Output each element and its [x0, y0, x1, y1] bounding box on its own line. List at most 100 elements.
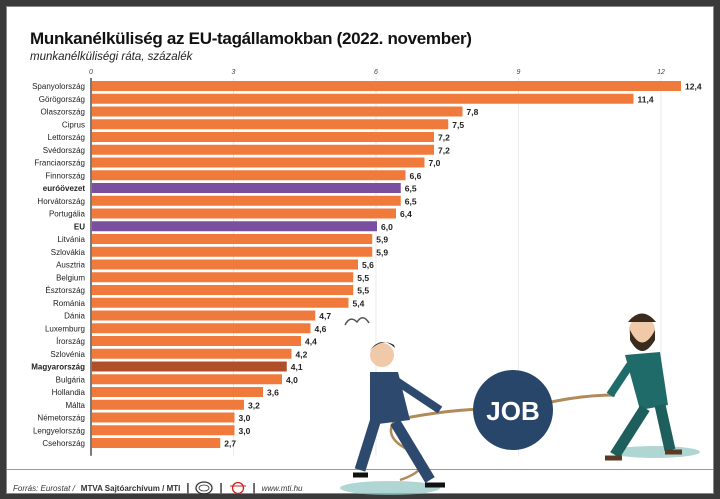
- footer-credit: MTVA Sajtóarchívum / MTI: [80, 483, 181, 493]
- category-label: Málta: [65, 401, 85, 410]
- footer-separator: |: [219, 482, 223, 494]
- data-label: 5,4: [353, 298, 365, 308]
- data-label: 2,7: [224, 439, 236, 449]
- bar: [92, 323, 311, 334]
- data-label: 11,4: [638, 94, 654, 104]
- bar: [92, 132, 434, 142]
- data-label: 4,7: [319, 311, 331, 321]
- bar: [92, 106, 463, 117]
- footer: Forrás: Eurostat / MTVA Sajtóarchívum / …: [13, 481, 303, 495]
- data-label: 6,5: [405, 184, 417, 194]
- mti-logo-icon: [229, 481, 246, 495]
- x-tick-label: 3: [232, 69, 236, 76]
- shadow-left: [340, 481, 440, 495]
- category-label: Litvánia: [57, 235, 85, 244]
- category-label: Magyarország: [31, 363, 85, 372]
- data-label: 7,2: [438, 133, 450, 143]
- data-label: 5,5: [357, 273, 369, 283]
- bar: [92, 170, 406, 181]
- category-label: Szlovákia: [51, 248, 86, 257]
- job-label: JOB: [486, 396, 539, 426]
- footer-url: www.mti.hu: [261, 483, 303, 493]
- x-tick-label: 6: [374, 69, 378, 76]
- category-label: Románia: [53, 299, 86, 308]
- data-label: 4,6: [315, 324, 327, 334]
- bar: [92, 246, 373, 257]
- category-label: Franciaország: [34, 159, 85, 168]
- category-label: Németország: [37, 414, 85, 423]
- data-label: 3,2: [248, 400, 260, 410]
- category-label: Görögország: [39, 95, 85, 104]
- data-label: 7,0: [429, 158, 441, 168]
- category-label: Svédország: [43, 146, 85, 155]
- category-label: Finnország: [45, 171, 85, 180]
- data-label: 7,8: [467, 107, 479, 117]
- bar: [92, 208, 396, 219]
- data-label: 6,0: [381, 222, 393, 232]
- data-label: 6,4: [400, 209, 412, 219]
- category-label: Dánia: [64, 312, 85, 321]
- bar: [92, 336, 301, 346]
- category-label: Ausztria: [56, 261, 85, 270]
- category-label: Portugália: [49, 210, 86, 219]
- worried-man-figure: [344, 317, 445, 488]
- data-label: 7,2: [438, 145, 450, 155]
- category-label: Olaszország: [41, 108, 85, 117]
- bearded-man-figure: [605, 313, 682, 461]
- data-label: 6,6: [410, 171, 422, 181]
- data-label: 5,5: [357, 286, 369, 296]
- bar: [92, 387, 263, 397]
- category-label: Szlovénia: [50, 350, 85, 359]
- data-label: 4,4: [305, 337, 317, 347]
- bar: [92, 183, 401, 193]
- bar: [92, 285, 354, 295]
- bar: [92, 157, 425, 168]
- category-label: euróövezet: [43, 184, 86, 193]
- category-label: Lengyelország: [33, 426, 85, 435]
- category-label: Belgium: [56, 273, 85, 282]
- category-label: Csehország: [42, 439, 85, 448]
- data-label: 4,2: [296, 349, 308, 359]
- bar: [92, 93, 634, 104]
- bar: [92, 272, 354, 283]
- data-label: 3,6: [267, 388, 279, 398]
- data-label: 12,4: [685, 82, 702, 92]
- bar: [92, 438, 221, 448]
- data-label: 5,9: [376, 235, 388, 245]
- data-label: 6,5: [405, 196, 417, 206]
- x-tick-label: 12: [657, 69, 665, 76]
- category-label: Lettország: [48, 133, 85, 142]
- bar: [92, 297, 349, 308]
- data-label: 3,0: [239, 426, 251, 436]
- bar: [92, 374, 282, 385]
- data-label: 3,0: [239, 413, 251, 423]
- bar: [92, 221, 377, 232]
- bar: [92, 119, 449, 130]
- bar: [92, 425, 235, 436]
- x-tick-label: 9: [517, 69, 521, 76]
- data-label: 5,9: [376, 247, 388, 257]
- tug-of-war-illustration: JOB: [340, 313, 700, 495]
- bar: [92, 348, 292, 359]
- bar: [92, 195, 401, 206]
- bar: [92, 144, 434, 155]
- category-label: Bulgária: [56, 375, 86, 384]
- bar: [92, 259, 358, 270]
- category-label: EU: [74, 222, 85, 231]
- mtva-logo-icon: [195, 481, 214, 495]
- category-label: Luxemburg: [45, 324, 85, 333]
- footer-source: Forrás: Eurostat /: [13, 483, 75, 493]
- footer-separator: |: [252, 482, 256, 494]
- bar: [92, 399, 244, 410]
- category-label: Ciprus: [62, 120, 85, 129]
- category-label: Hollandia: [52, 388, 86, 397]
- data-label: 4,0: [286, 375, 298, 385]
- data-label: 7,5: [452, 120, 464, 130]
- chart-subtitle: munkanélküliségi ráta, százalék: [30, 51, 193, 63]
- category-label: Észtország: [45, 286, 85, 295]
- bar: [92, 234, 373, 244]
- job-ball: JOB: [473, 370, 553, 450]
- bar: [92, 361, 287, 372]
- chart-title: Munkanélküliség az EU-tagállamokban (202…: [30, 29, 472, 48]
